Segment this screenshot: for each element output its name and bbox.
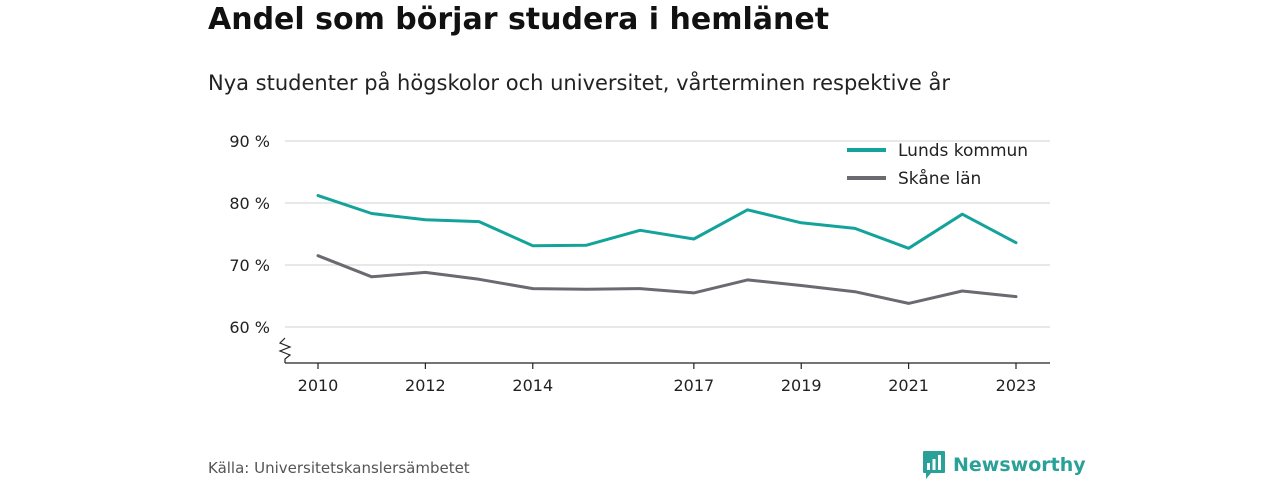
x-tick-label: 2014 [512, 376, 553, 395]
y-tick-label: 90 % [229, 132, 270, 151]
x-tick-label: 2012 [405, 376, 446, 395]
series-line-skane-lan [316, 254, 1018, 305]
line-chart: 60 % 70 % 80 % 90 % 2010 2012 2014 2017 2019 2021… [229, 132, 1050, 395]
x-tick-label: 2023 [996, 376, 1037, 395]
source-note: Källa: Universitetskanslersämbetet [208, 459, 470, 477]
legend: Lunds kommun Skåne län [847, 141, 1028, 189]
axis-break-icon [278, 337, 292, 363]
legend-label: Lunds kommun [898, 141, 1028, 161]
y-tick-label: 80 % [229, 194, 270, 213]
newsworthy-logo-icon [923, 451, 945, 479]
brand-logo[interactable]: Newsworthy [922, 450, 1086, 480]
x-tick-label: 2010 [298, 376, 339, 395]
chart-subtitle: Nya studenter på högskolor och universit… [208, 71, 950, 95]
x-tick-label: 2021 [888, 376, 929, 395]
x-axis: 60 % 70 % 80 % 90 % 2010 2012 2014 2017 2019 2021… [229, 132, 1050, 395]
series-lines [316, 194, 1018, 305]
y-tick-label: 70 % [229, 256, 270, 275]
series-line-lunds-kommun [316, 194, 1018, 250]
x-tick-label: 2017 [673, 376, 714, 395]
y-tick-label: 60 % [229, 318, 270, 337]
gridlines [285, 140, 1050, 328]
brand-name: Newsworthy [953, 454, 1086, 476]
legend-label: Skåne län [898, 168, 981, 189]
chart-title: Andel som börjar studera i hemlänet [208, 2, 830, 37]
x-tick-label: 2019 [781, 376, 822, 395]
